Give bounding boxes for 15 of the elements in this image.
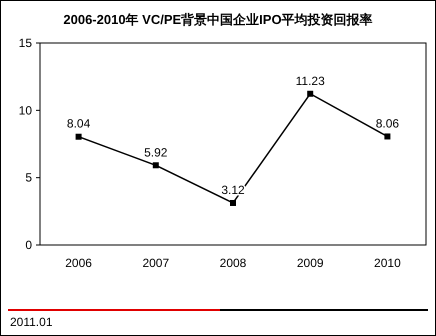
xtick: 2008 xyxy=(220,256,246,270)
data-label: 8.04 xyxy=(66,116,90,131)
xtick: 2007 xyxy=(142,256,170,270)
xtick: 2006 xyxy=(65,256,92,270)
xtick: 2010 xyxy=(374,256,401,270)
data-label: 8.06 xyxy=(376,116,400,130)
ytick: 0 xyxy=(25,238,32,252)
xtick: 2009 xyxy=(296,256,324,270)
title: 2006-2010年 VC/PE背景中国企业IPO平均投资回报率 xyxy=(63,12,373,27)
data-label: 11.23 xyxy=(296,74,325,88)
ytick: 15 xyxy=(18,36,32,50)
annotation: 2011.01 xyxy=(10,315,52,329)
ytick: 5 xyxy=(25,170,32,185)
data-label: 5.92 xyxy=(144,145,168,160)
ytick: 10 xyxy=(18,103,32,118)
